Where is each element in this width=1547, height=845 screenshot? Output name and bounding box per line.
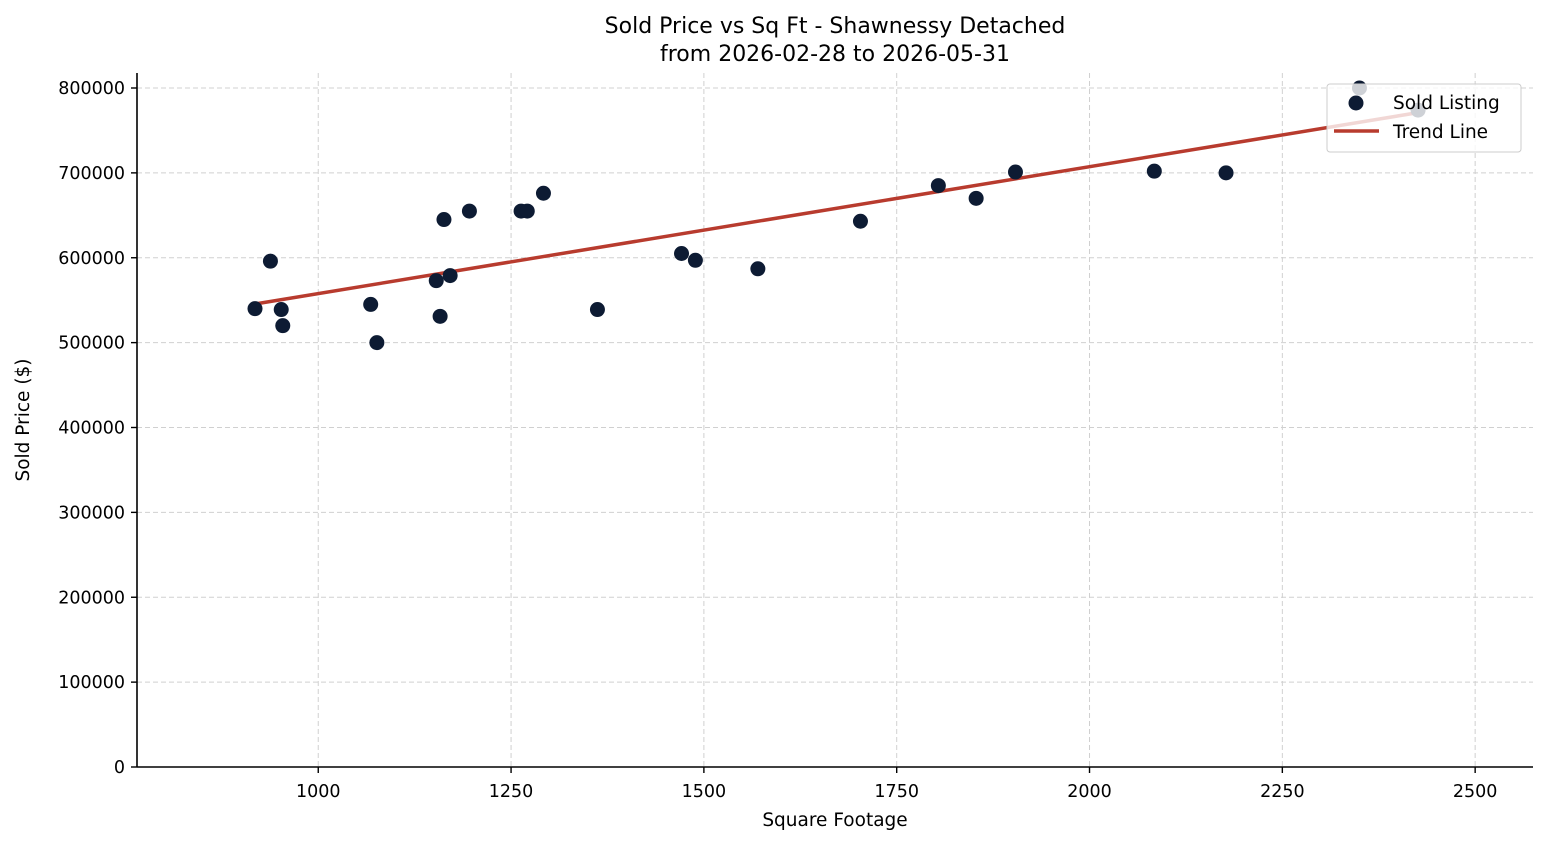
x-tick-label: 1000: [296, 782, 341, 802]
y-tick-label: 300000: [58, 503, 125, 523]
y-tick-label: 600000: [58, 249, 125, 269]
x-tick-label: 1250: [489, 782, 534, 802]
legend-label-sold-listing: Sold Listing: [1393, 93, 1500, 114]
data-point: [687, 252, 703, 268]
y-tick-label: 0: [114, 758, 125, 778]
y-tick-label: 200000: [58, 588, 125, 608]
data-point: [519, 203, 535, 219]
data-point: [442, 268, 458, 284]
data-point: [262, 253, 278, 269]
data-point: [750, 261, 766, 277]
legend-box: [1326, 83, 1522, 153]
data-point: [461, 203, 477, 219]
y-axis-ticks: 0 100000 200000 300000 400000 500000 600000 700…: [58, 79, 137, 778]
chart-subtitle: from 2026-02-28 to 2026-05-31: [660, 42, 1010, 67]
data-point: [436, 212, 452, 228]
y-tick-label: 500000: [58, 334, 125, 354]
y-axis-label: Sold Price ($): [13, 358, 34, 481]
x-tick-label: 2500: [1453, 782, 1498, 802]
scatter-points: [247, 80, 1426, 351]
data-point: [363, 296, 379, 312]
data-point: [589, 302, 605, 318]
data-point: [428, 273, 444, 289]
y-tick-label: 700000: [58, 164, 125, 184]
x-tick-label: 1500: [682, 782, 727, 802]
legend-marker-sold-listing: [1348, 95, 1364, 111]
x-tick-label: 2250: [1260, 782, 1305, 802]
data-point: [273, 302, 289, 318]
data-point: [1007, 164, 1023, 180]
legend: Sold Listing Trend Line: [1326, 83, 1522, 153]
x-axis-label: Square Footage: [762, 810, 907, 831]
trend-line: [254, 110, 1419, 306]
data-point: [1218, 165, 1234, 181]
x-tick-label: 2000: [1067, 782, 1112, 802]
data-point: [275, 318, 291, 334]
data-point: [535, 185, 551, 201]
data-point: [930, 178, 946, 194]
data-point: [852, 213, 868, 229]
trend-line-layer: [254, 110, 1419, 306]
x-axis-ticks: 1000 1250 1500 1750 2000 2250 2500: [296, 767, 1497, 802]
y-tick-label: 800000: [58, 79, 125, 99]
y-tick-label: 100000: [58, 673, 125, 693]
grid-lines: [137, 73, 1533, 767]
data-point: [968, 190, 984, 206]
data-point: [247, 301, 263, 317]
data-point: [674, 246, 690, 262]
data-point: [432, 308, 448, 324]
x-tick-label: 1750: [874, 782, 919, 802]
y-tick-label: 400000: [58, 419, 125, 439]
legend-label-trend-line: Trend Line: [1392, 122, 1488, 143]
data-point: [369, 335, 385, 351]
chart-title: Sold Price vs Sq Ft - Shawnessy Detached: [605, 14, 1066, 39]
data-point: [1146, 163, 1162, 179]
